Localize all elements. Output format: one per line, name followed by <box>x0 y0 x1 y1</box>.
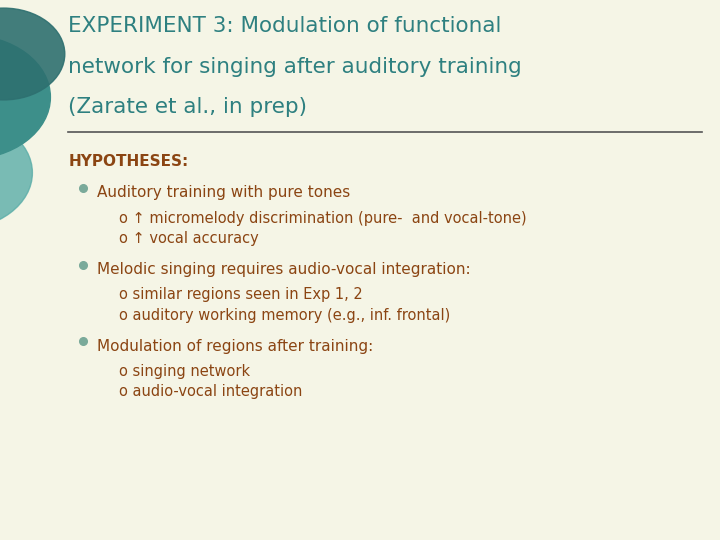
Circle shape <box>0 8 65 100</box>
Text: EXPERIMENT 3: Modulation of functional: EXPERIMENT 3: Modulation of functional <box>68 16 502 36</box>
Text: o auditory working memory (e.g., inf. frontal): o auditory working memory (e.g., inf. fr… <box>119 308 450 323</box>
Circle shape <box>0 35 50 159</box>
Text: HYPOTHESES:: HYPOTHESES: <box>68 154 189 169</box>
Text: Auditory training with pure tones: Auditory training with pure tones <box>97 185 351 200</box>
Text: (Zarate et al., in prep): (Zarate et al., in prep) <box>68 97 307 117</box>
Circle shape <box>0 116 32 230</box>
Text: o ↑ micromelody discrimination (pure-  and vocal-tone): o ↑ micromelody discrimination (pure- an… <box>119 211 526 226</box>
Text: network for singing after auditory training: network for singing after auditory train… <box>68 57 522 77</box>
Text: Melodic singing requires audio-vocal integration:: Melodic singing requires audio-vocal int… <box>97 262 471 277</box>
Text: o ↑ vocal accuracy: o ↑ vocal accuracy <box>119 231 258 246</box>
Text: o singing network: o singing network <box>119 364 250 379</box>
Text: Modulation of regions after training:: Modulation of regions after training: <box>97 339 374 354</box>
Text: o similar regions seen in Exp 1, 2: o similar regions seen in Exp 1, 2 <box>119 287 363 302</box>
Text: o audio-vocal integration: o audio-vocal integration <box>119 384 302 400</box>
